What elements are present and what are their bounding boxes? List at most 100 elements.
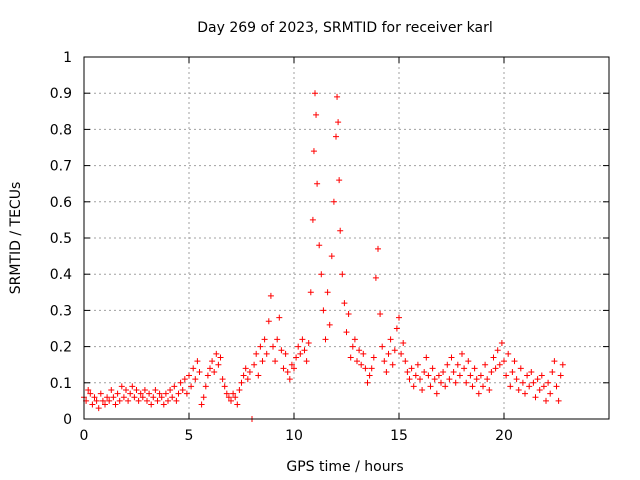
data-point — [217, 354, 224, 361]
data-point — [102, 401, 108, 408]
data-point — [433, 390, 440, 397]
data-point — [364, 379, 371, 386]
data-point — [270, 343, 276, 350]
data-point — [313, 111, 320, 118]
data-point — [446, 376, 453, 383]
data-point — [276, 314, 283, 321]
data-point — [412, 372, 419, 379]
data-point — [99, 397, 106, 404]
data-point — [211, 368, 218, 375]
data-point — [471, 365, 478, 372]
data-point — [467, 372, 474, 379]
data-point — [267, 292, 274, 299]
data-point — [543, 397, 549, 404]
data-point — [482, 361, 489, 368]
data-point — [490, 354, 497, 361]
data-point — [293, 354, 300, 361]
data-point — [190, 365, 197, 372]
data-point — [557, 372, 564, 379]
data-point — [225, 394, 232, 401]
data-point — [188, 383, 195, 390]
data-point — [144, 397, 150, 404]
data-point — [215, 361, 222, 368]
data-point — [408, 365, 415, 372]
data-point — [194, 358, 201, 365]
data-point — [263, 350, 270, 357]
data-point — [112, 401, 119, 408]
data-point — [123, 387, 129, 394]
data-point — [396, 314, 402, 321]
data-point — [511, 358, 518, 365]
data-point — [93, 397, 100, 404]
data-point — [280, 365, 287, 372]
data-point — [89, 401, 96, 408]
data-point — [461, 365, 468, 372]
data-point — [87, 390, 94, 397]
data-point — [179, 387, 186, 394]
data-point — [398, 350, 405, 357]
data-point — [501, 358, 507, 365]
data-point — [314, 180, 321, 187]
data-point — [540, 383, 547, 390]
data-point — [549, 368, 556, 375]
data-point — [440, 368, 447, 375]
data-point — [334, 93, 341, 100]
data-point — [162, 390, 169, 397]
y-tick-label: 0.9 — [50, 86, 72, 102]
data-point — [234, 401, 241, 408]
data-point — [299, 336, 306, 343]
data-point — [204, 372, 211, 379]
data-point — [295, 343, 302, 350]
data-point — [133, 387, 140, 394]
data-point — [324, 289, 331, 296]
x-tick-label: 15 — [390, 428, 408, 444]
data-point — [183, 390, 190, 397]
data-point — [181, 376, 188, 383]
chart-title: Day 269 of 2023, SRMTID for receiver kar… — [197, 20, 493, 36]
data-point — [209, 358, 216, 365]
data-point — [177, 379, 184, 386]
data-point — [538, 372, 545, 379]
data-point — [265, 318, 272, 325]
data-point — [530, 379, 537, 386]
data-point — [456, 372, 463, 379]
data-point — [335, 119, 342, 126]
data-point — [513, 376, 520, 383]
y-tick-label: 0.5 — [50, 231, 72, 247]
data-point — [459, 350, 465, 357]
data-point — [244, 376, 251, 383]
data-point — [347, 354, 354, 361]
data-point — [494, 347, 501, 354]
data-point — [522, 390, 528, 397]
data-point — [200, 394, 207, 401]
data-point — [421, 368, 428, 375]
y-tick-label: 0.2 — [50, 340, 72, 356]
data-point — [341, 300, 348, 307]
data-point — [171, 383, 178, 390]
data-point — [473, 376, 480, 383]
data-point — [435, 372, 442, 379]
data-point — [242, 365, 249, 372]
data-point — [336, 177, 343, 184]
data-point — [253, 350, 260, 357]
data-point — [517, 365, 524, 372]
data-point — [337, 227, 344, 234]
data-point — [463, 379, 470, 386]
data-point — [368, 365, 375, 372]
y-tick-label: 0.6 — [50, 195, 72, 211]
data-point — [477, 372, 484, 379]
data-point — [198, 401, 205, 408]
data-point — [358, 361, 365, 368]
grid — [84, 57, 609, 419]
data-point — [139, 394, 146, 401]
data-point — [284, 368, 291, 375]
data-point — [393, 325, 400, 332]
data-point — [389, 361, 396, 368]
data-point — [316, 242, 323, 249]
data-point — [274, 336, 281, 343]
data-point — [318, 271, 325, 278]
data-point — [351, 336, 358, 343]
data-point — [419, 387, 426, 394]
data-point — [507, 383, 514, 390]
data-point — [240, 372, 247, 379]
